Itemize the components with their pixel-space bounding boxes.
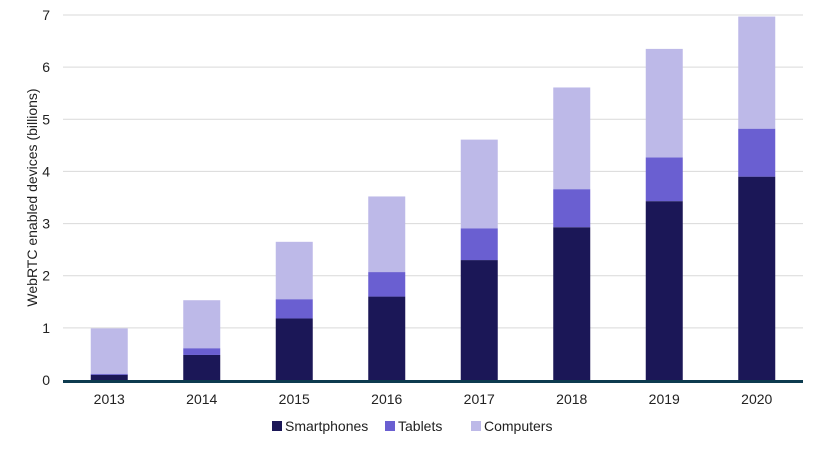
legend-label-computers: Computers	[484, 418, 552, 434]
x-axis-ticks: 2013 2014 2015 2016 2017 2018 2019 2020	[94, 391, 773, 407]
y-tick-label: 6	[42, 59, 50, 75]
bar-segment-tablets	[275, 299, 313, 319]
bar-segment-tablets	[645, 157, 683, 202]
bar-segment-computers	[275, 241, 313, 300]
y-axis-title: WebRTC enabled devices (billions)	[24, 88, 40, 306]
bar-segment-tablets	[90, 373, 128, 375]
bar-segment-tablets	[183, 348, 221, 355]
bar-segment-smartphones	[90, 374, 128, 380]
bar-segment-tablets	[553, 189, 591, 228]
bar-segment-smartphones	[368, 296, 406, 380]
legend-label-smartphones: Smartphones	[285, 418, 368, 434]
bar-segment-tablets	[368, 272, 406, 297]
y-tick-label: 1	[42, 320, 50, 336]
gridlines	[63, 14, 803, 329]
bar-segment-smartphones	[275, 318, 313, 380]
x-tick-label: 2020	[741, 391, 772, 407]
y-tick-label: 3	[42, 216, 50, 232]
legend-swatch-tablets	[385, 421, 395, 431]
y-tick-label: 5	[42, 111, 50, 127]
legend-swatch-smartphones	[272, 421, 282, 431]
bar-segment-smartphones	[553, 227, 591, 380]
bar-segment-computers	[553, 87, 591, 190]
x-tick-label: 2015	[279, 391, 310, 407]
y-tick-label: 4	[42, 163, 50, 179]
bar-segment-computers	[368, 196, 406, 273]
y-tick-label: 7	[42, 7, 50, 23]
legend-label-tablets: Tablets	[398, 418, 442, 434]
x-tick-label: 2013	[94, 391, 125, 407]
bar-segment-tablets	[738, 128, 776, 177]
y-axis-ticks: 0 1 2 3 4 5 6 7	[42, 7, 50, 388]
x-tick-label: 2017	[464, 391, 495, 407]
x-tick-label: 2019	[649, 391, 680, 407]
bar-segment-smartphones	[460, 260, 498, 380]
bar-segment-smartphones	[183, 354, 221, 380]
y-tick-label: 2	[42, 268, 50, 284]
bars	[90, 16, 776, 380]
x-tick-label: 2018	[556, 391, 587, 407]
x-tick-label: 2014	[186, 391, 217, 407]
bar-segment-smartphones	[645, 201, 683, 380]
x-tick-label: 2016	[371, 391, 402, 407]
bar-segment-computers	[460, 139, 498, 229]
y-tick-label: 0	[42, 372, 50, 388]
legend-swatch-computers	[471, 421, 481, 431]
bar-segment-tablets	[460, 228, 498, 261]
bar-segment-computers	[90, 328, 128, 374]
legend: Smartphones Tablets Computers	[272, 418, 552, 434]
bar-segment-computers	[183, 300, 221, 349]
bar-segment-computers	[645, 48, 683, 158]
bar-segment-computers	[738, 16, 776, 129]
bar-segment-smartphones	[738, 176, 776, 380]
